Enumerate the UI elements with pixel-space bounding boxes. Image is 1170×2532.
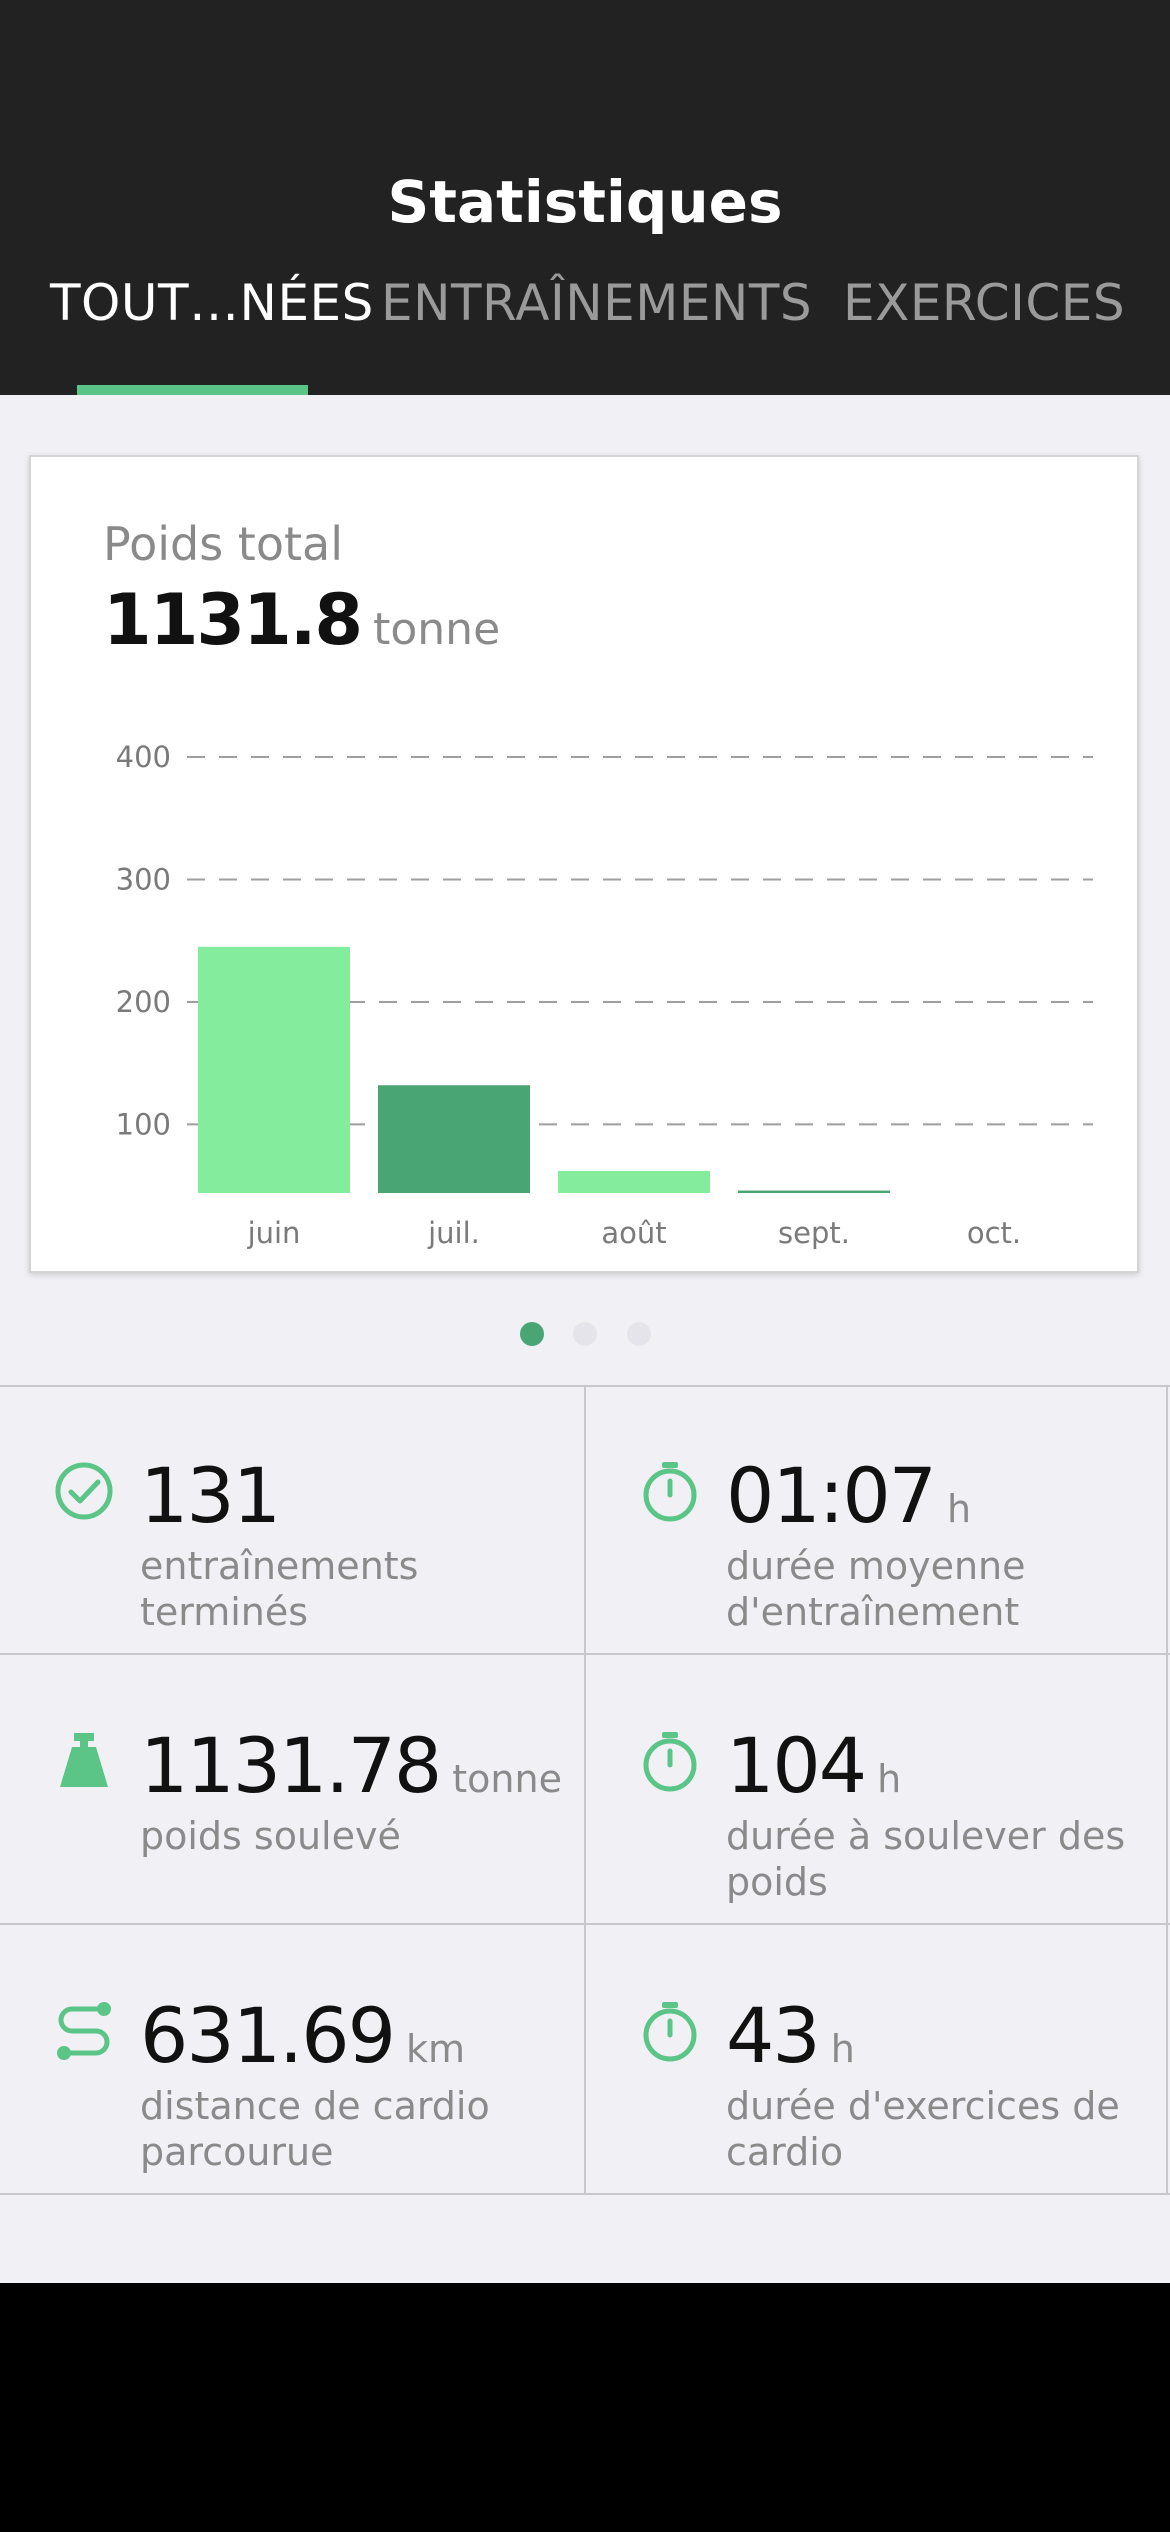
stat-label: durée d'exercices de cardio: [726, 2083, 1156, 2175]
stats-content[interactable]: Poids total 1131.8 tonne 100 200 300 400 juin…: [0, 395, 1170, 2283]
total-weight-card[interactable]: Poids total 1131.8 tonne 100 200 300 400 juin…: [29, 455, 1139, 1273]
stat-cardio-duration: 43 h durée d'exercices de cardio: [586, 1925, 1166, 2193]
stat-label: distance de cardio parcourue: [140, 2083, 570, 2175]
stat-number: 1131.78: [140, 1721, 440, 1810]
stat-value: 104 h: [726, 1721, 901, 1810]
stat-number: 631.69: [140, 1991, 394, 2080]
stat-unit: h: [947, 1487, 971, 1531]
tab-all-data[interactable]: TOUT…NÉES: [50, 274, 374, 332]
x-tick-label: juil.: [427, 1216, 480, 1250]
stat-value: 01:07 h: [726, 1451, 971, 1540]
tab-bar: TOUT…NÉES ENTRAÎNEMENTS EXERCICES: [0, 270, 1170, 395]
stat-label: durée à soulever des poids: [726, 1813, 1156, 1905]
stat-number: 104: [726, 1721, 865, 1810]
route-icon: [52, 1999, 116, 2063]
stat-unit: h: [831, 2027, 855, 2071]
stopwatch-icon: [638, 1729, 702, 1793]
bar-1[interactable]: [378, 1085, 530, 1193]
stat-value: 1131.78 tonne: [140, 1721, 562, 1810]
stat-average-duration: 01:07 h durée moyenne d'entraînement: [586, 1385, 1166, 1653]
stopwatch-icon: [638, 1999, 702, 2063]
stat-number: 131: [140, 1451, 279, 1540]
stat-workouts-completed: 131 entraînements terminés: [0, 1385, 580, 1653]
x-tick-label: oct.: [967, 1216, 1021, 1250]
stat-value: 631.69 km: [140, 1991, 465, 2080]
stat-unit: km: [406, 2027, 465, 2071]
stat-label: poids soulevé: [140, 1813, 570, 1859]
stat-label: entraînements terminés: [140, 1543, 570, 1635]
bar-0[interactable]: [198, 947, 350, 1193]
bar-3[interactable]: [738, 1191, 890, 1193]
page-dot-1[interactable]: [520, 1322, 544, 1346]
tab-active-indicator: [77, 385, 308, 395]
grid-divider: [1166, 1385, 1168, 2195]
stat-number: 43: [726, 1991, 819, 2080]
app-header: Statistiques TOUT…NÉES ENTRAÎNEMENTS EXE…: [0, 0, 1170, 395]
check-circle-icon: [52, 1459, 116, 1523]
stat-unit: tonne: [452, 1757, 562, 1801]
bottom-area: [0, 2283, 1170, 2532]
stat-weight-lifted: 1131.78 tonne poids soulevé: [0, 1655, 580, 1923]
stat-unit: h: [877, 1757, 901, 1801]
y-tick-label: 400: [116, 740, 171, 774]
bar-2[interactable]: [558, 1171, 710, 1193]
stopwatch-icon: [638, 1459, 702, 1523]
stat-cardio-distance: 631.69 km distance de cardio parcourue: [0, 1925, 580, 2193]
stat-number: 01:07: [726, 1451, 935, 1540]
stat-value: 43 h: [726, 1991, 855, 2080]
x-tick-label: août: [601, 1216, 666, 1250]
stats-grid: 131 entraînements terminés 01:07 h durée …: [0, 1385, 1170, 2195]
page-indicator[interactable]: [0, 1322, 1170, 1352]
page-dot-2[interactable]: [573, 1322, 597, 1346]
kettlebell-icon: [52, 1729, 116, 1793]
tab-exercises[interactable]: EXERCICES: [843, 274, 1125, 332]
y-tick-label: 200: [116, 985, 171, 1019]
y-tick-label: 100: [116, 1107, 171, 1141]
x-tick-label: juin: [247, 1216, 301, 1250]
page-title: Statistiques: [0, 168, 1170, 236]
stat-lifting-duration: 104 h durée à soulever des poids: [586, 1655, 1166, 1923]
tab-workouts[interactable]: ENTRAÎNEMENTS: [381, 274, 812, 332]
stat-value: 131: [140, 1451, 291, 1540]
x-tick-label: sept.: [778, 1216, 850, 1250]
y-tick-label: 300: [116, 862, 171, 896]
monthly-weight-bar-chart: 100 200 300 400 juin juil. août sept. oct.: [31, 457, 1137, 1271]
page-dot-3[interactable]: [627, 1322, 651, 1346]
stat-label: durée moyenne d'entraînement: [726, 1543, 1156, 1635]
